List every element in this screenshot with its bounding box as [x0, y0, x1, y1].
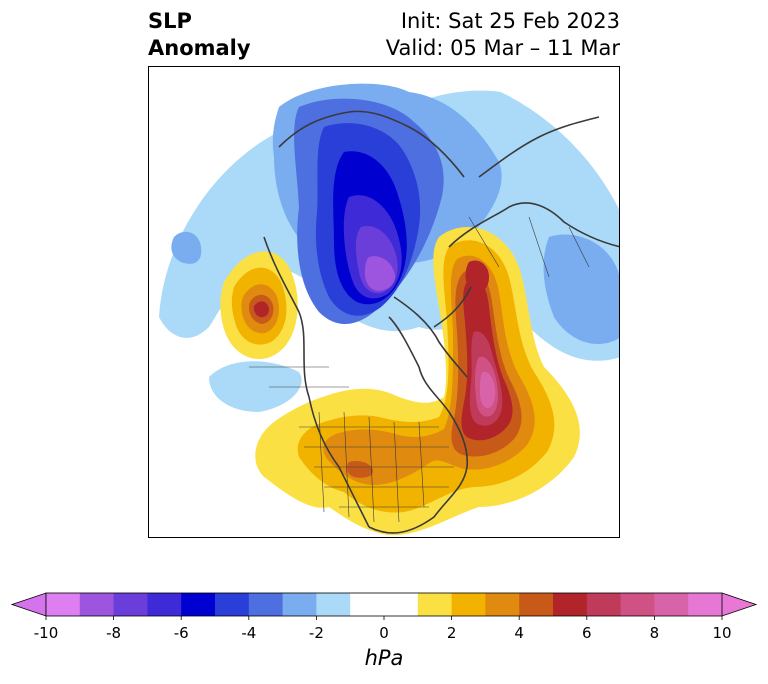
anomaly-fill-positive-scandinavia-5: [465, 260, 489, 293]
colorbar-segment: [519, 593, 554, 616]
title-variable-line2: Anomaly: [148, 36, 251, 60]
anomaly-fill-negative-mid-siberia: [543, 234, 619, 345]
colorbar-segments: [10, 592, 758, 620]
coastline-greenland: [393, 286, 472, 378]
colorbar-tick-label: -4: [241, 624, 257, 642]
anomaly-map: [148, 66, 620, 538]
colorbar-segment: [350, 593, 419, 616]
colorbar-segment: [147, 593, 182, 616]
colorbar-segment: [688, 593, 723, 616]
colorbar-extend-min: [10, 592, 47, 617]
colorbar-segment: [316, 593, 351, 616]
colorbar-tick-label: 4: [514, 624, 524, 642]
colorbar-segment: [485, 593, 520, 616]
colorbar-segment: [553, 593, 588, 616]
anomaly-fill-negative-light-pacific: [209, 361, 302, 412]
colorbar-tick-label: -8: [106, 624, 122, 642]
init-date-label: Init: Sat 25 Feb 2023: [400, 9, 620, 33]
colorbar-segment: [654, 593, 689, 616]
colorbar-tick-label: 6: [582, 624, 592, 642]
colorbar-segment: [586, 593, 622, 616]
valid-range-label: Valid: 05 Mar – 11 Mar: [385, 36, 620, 60]
colorbar-unit-label: hPa: [364, 646, 404, 670]
title-variable-line1: SLP: [148, 9, 192, 33]
colorbar-segment: [181, 593, 216, 616]
colorbar-extend-max: [721, 592, 758, 617]
colorbar-segment: [248, 593, 284, 616]
colorbar-tick-label: -2: [308, 624, 324, 642]
map-title-variable: SLP Anomaly: [148, 8, 251, 62]
anomaly-fill-positive-pacific-5: [253, 301, 269, 318]
colorbar-segment: [215, 593, 250, 616]
colorbar-segment: [451, 593, 486, 616]
colorbar: [10, 592, 758, 620]
coastline-arctic: [278, 110, 465, 178]
colorbar-segment: [46, 593, 81, 616]
anomaly-fill-negative-mid-pacific: [171, 231, 202, 264]
colorbar-segment: [79, 593, 115, 616]
colorbar-segment: [282, 593, 317, 616]
colorbar-tick-labels: -10 -8 -6 -4 -2 0 2 4 6 8 10: [0, 624, 768, 644]
anomaly-fill-positive-atlantic-8: [480, 371, 496, 408]
coastline-eurasia: [448, 116, 619, 248]
anomaly-fill-positive-us-4: [346, 460, 374, 478]
map-linework: [263, 110, 619, 534]
us-state-borders: [249, 216, 590, 523]
colorbar-segment: [113, 593, 148, 616]
colorbar-segment: [620, 593, 655, 616]
colorbar-segment: [417, 593, 453, 616]
colorbar-tick-label: -6: [173, 624, 189, 642]
colorbar-tick-label: 0: [379, 624, 389, 642]
coastline-north-america: [263, 236, 469, 534]
colorbar-tick-label: 10: [712, 624, 732, 642]
colorbar-tick-label: 8: [649, 624, 660, 642]
colorbar-tick-label: 2: [446, 624, 457, 642]
anomaly-fill-negative-9: [364, 256, 396, 291]
anomaly-field: [159, 83, 619, 536]
map-title-dates: Init: Sat 25 Feb 2023 Valid: 05 Mar – 11…: [386, 8, 620, 62]
colorbar-tick-label: -10: [33, 624, 59, 642]
